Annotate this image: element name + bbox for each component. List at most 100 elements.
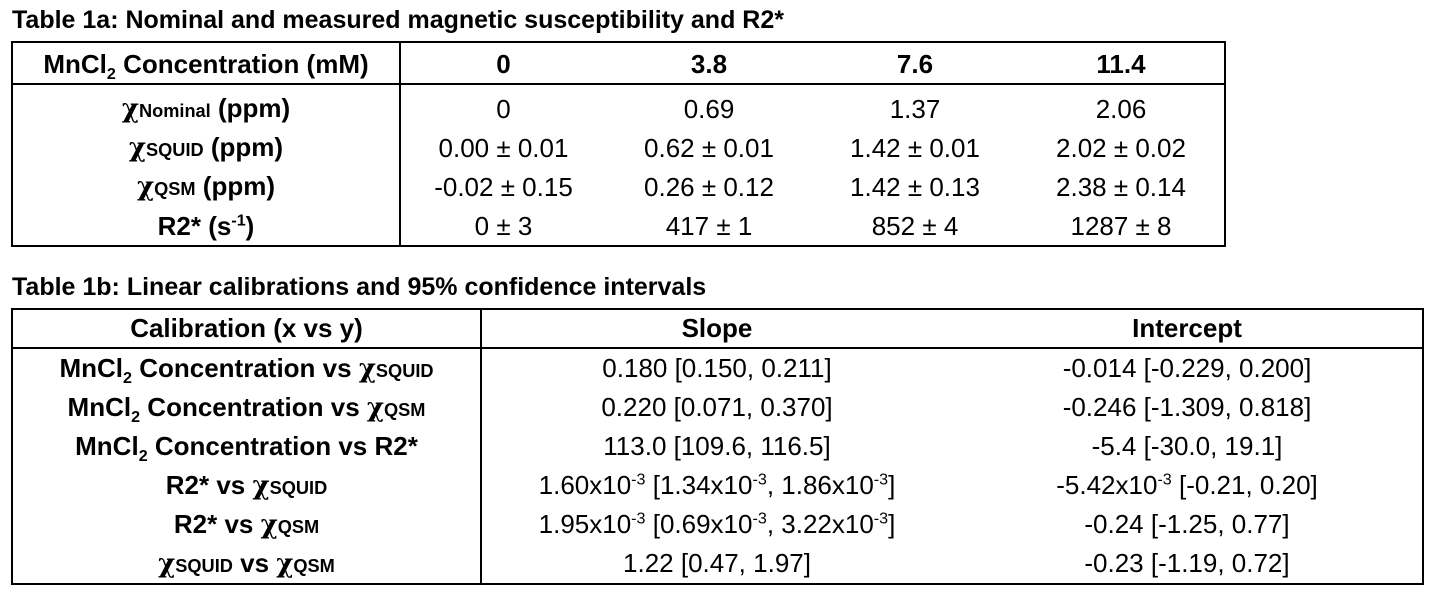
exponent: -3 [752, 470, 767, 489]
label-text: Concentration vs [147, 431, 375, 462]
calibration-header: Calibration (x vs y) [12, 309, 482, 349]
column-header: 3.8 [606, 42, 812, 85]
r2-label-superscript: -1 [231, 210, 246, 229]
label-text: MnCl [75, 431, 139, 462]
label-subscript: 2 [123, 369, 132, 388]
slope-header: Slope [481, 309, 952, 349]
slope-cell: 1.22 [0.47, 1.97] [623, 548, 811, 579]
slope-cell: 1.60x10-3 [1.34x10-3, 1.86x10-3] [481, 466, 952, 505]
row-label-unit: (ppm) [203, 132, 284, 162]
label-text: Concentration vs [140, 391, 367, 422]
label-subscript: 2 [131, 408, 141, 427]
table-row: R2* (s-1) 0 ± 3 417 ± 1 852 ± 4 1287 ± 8 [12, 206, 1225, 246]
slope-cell: 1.95x10-3 [0.69x10-3, 3.22x10-3] [481, 505, 952, 544]
row-label-subscript: QSM [154, 179, 196, 199]
value-text: , 1.86x10 [766, 470, 874, 501]
label-text: MnCl [59, 352, 124, 383]
r2-label-tail: ) [245, 210, 255, 241]
table-cell: 0.62 ± 0.01 [644, 132, 774, 163]
value-text: , 3.22x10 [766, 509, 874, 540]
label-subscript: SQUID [175, 555, 233, 576]
label-subscript: QSM [384, 399, 426, 420]
intercept-cell: -0.23 [-1.19, 0.72] [1084, 548, 1290, 579]
value-text: ] [888, 509, 896, 540]
table-cell: 0 ± 3 [474, 210, 533, 241]
row-label: R2* (s-1) [12, 206, 401, 246]
row-label: χSQUID vs χQSM [12, 543, 482, 584]
table-1a-title: Table 1a: Nominal and measured magnetic … [12, 6, 784, 34]
column-header: 7.6 [812, 42, 1018, 85]
intercept-cell: -0.014 [-0.229, 0.200] [1062, 353, 1312, 384]
row-label-unit: (ppm) [210, 93, 291, 123]
intercept-cell: -0.24 [-1.25, 0.77] [1084, 509, 1290, 540]
exponent: -3 [631, 509, 646, 528]
table-row: χSQUID (ppm) 0.00 ± 0.01 0.62 ± 0.01 1.4… [12, 128, 1225, 167]
label-text: R2* [374, 431, 418, 462]
row-label: MnCl2 Concentration vs χSQUID [12, 347, 482, 388]
table-row: R2* vs χSQUID 1.60x10-3 [1.34x10-3, 1.86… [12, 465, 1423, 505]
value-text: ] [888, 470, 896, 501]
column-header: 0 [400, 42, 606, 85]
intercept-cell: -0.246 [-1.309, 0.818] [1062, 392, 1312, 423]
table-cell: 417 ± 1 [665, 210, 753, 241]
table-1b-header-row: Calibration (x vs y) Slope Intercept [12, 309, 1423, 349]
table-row: χNominal (ppm) 0 0.69 1.37 2.06 [12, 84, 1225, 128]
value-text: -5.42x10 [1056, 470, 1158, 501]
chi-symbol: χ [158, 548, 176, 579]
table-cell: 0.69 [683, 93, 735, 124]
table-cell: 0.26 ± 0.12 [644, 171, 774, 202]
table-row: χSQUID vs χQSM 1.22 [0.47, 1.97] -0.23 [… [12, 543, 1423, 584]
header-text-tail: Concentration (mM) [115, 48, 369, 79]
row-label: χQSM (ppm) [12, 167, 401, 206]
chi-symbol: χ [276, 548, 294, 579]
table-cell: 1.42 ± 0.13 [850, 171, 980, 202]
row-label: χNominal (ppm) [12, 84, 401, 128]
value-text: [0.69x10 [645, 509, 753, 540]
table-row: MnCl2 Concentration vs χQSM 0.220 [0.071… [12, 388, 1423, 427]
column-header: 11.4 [1018, 42, 1225, 85]
label-subscript: SQUID [375, 360, 434, 381]
header-text: MnCl [43, 48, 107, 79]
table-row: MnCl2 Concentration vs χSQUID 0.180 [0.1… [12, 347, 1423, 388]
chi-symbol: χ [260, 509, 278, 540]
r2-label: R2* (s [157, 210, 232, 241]
row-label-subscript: Nominal [138, 101, 211, 121]
table-cell: 852 ± 4 [871, 210, 959, 241]
exponent: -3 [873, 470, 889, 489]
intercept-cell: -5.42x10-3 [-0.21, 0.20] [952, 466, 1423, 505]
table-cell: 1287 ± 8 [1070, 210, 1172, 241]
label-text: R2* vs [173, 508, 261, 539]
chi-symbol: χ [366, 392, 384, 423]
row-label: R2* vs χQSM [12, 504, 482, 544]
row-label-subscript: SQUID [146, 140, 204, 160]
value-text: [1.34x10 [645, 470, 753, 501]
table-1a-header-row: MnCl2 Concentration (mM) 0 3.8 7.6 11.4 [12, 42, 1225, 85]
row-label: MnCl2 Concentration vs R2* [12, 426, 482, 466]
label-text: Concentration vs [131, 352, 359, 383]
label-text: MnCl [67, 391, 132, 422]
concentration-header: MnCl2 Concentration (mM) [12, 42, 401, 85]
value-text: 1.60x10 [538, 470, 632, 501]
value-text: [-0.21, 0.20] [1171, 470, 1318, 501]
table-cell: -0.02 ± 0.15 [434, 171, 573, 202]
chi-symbol: χ [252, 470, 270, 501]
table-cell: 1.37 [889, 93, 941, 124]
table-1b: Calibration (x vs y) Slope Intercept MnC… [11, 308, 1424, 585]
chi-symbol: χ [137, 172, 155, 202]
table-cell: 0 [496, 93, 511, 124]
exponent: -3 [752, 509, 767, 528]
exponent: -3 [631, 470, 646, 489]
label-text: R2* vs [165, 469, 253, 500]
value-text: 1.95x10 [538, 509, 632, 540]
chi-symbol: χ [128, 133, 147, 163]
table-cell: 2.38 ± 0.14 [1056, 171, 1186, 202]
intercept-header: Intercept [952, 309, 1423, 349]
row-label: R2* vs χSQUID [12, 465, 482, 505]
chi-symbol: χ [358, 353, 376, 384]
row-label: χSQUID (ppm) [12, 128, 401, 167]
header-subscript: 2 [106, 64, 116, 83]
slope-cell: 0.180 [0.150, 0.211] [602, 353, 832, 384]
table-row: R2* vs χQSM 1.95x10-3 [0.69x10-3, 3.22x1… [12, 504, 1423, 544]
table-1b-title: Table 1b: Linear calibrations and 95% co… [12, 273, 707, 301]
table-cell: 2.02 ± 0.02 [1056, 132, 1186, 163]
